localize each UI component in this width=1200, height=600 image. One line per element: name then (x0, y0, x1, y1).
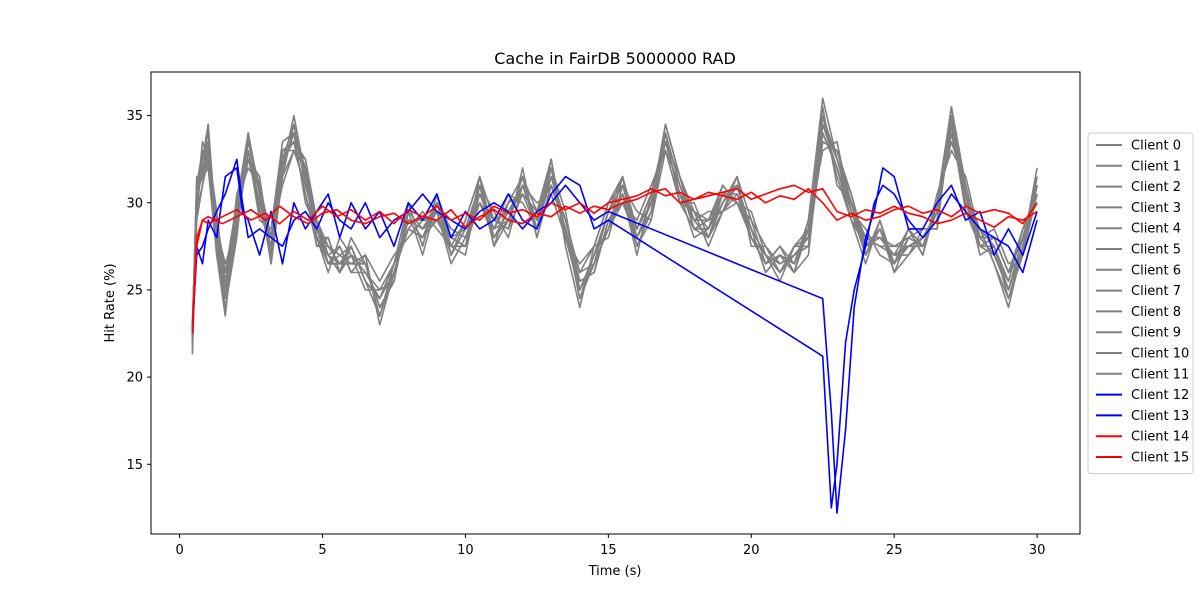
x-tick-label: 25 (886, 543, 903, 558)
series-lines (191, 97, 1038, 514)
plot-frame (150, 71, 1081, 535)
y-axis-label: Hit Rate (%) (103, 263, 118, 342)
legend-label: Client 7 (1131, 284, 1181, 299)
legend: Client 0 Client 1 Client 2 Client 3 Client 4… (1087, 132, 1194, 475)
y-tick-label: 25 (126, 283, 143, 298)
y-tick-label: 20 (126, 371, 143, 386)
legend-label: Client 9 (1131, 326, 1181, 341)
legend-label: Client 3 (1131, 201, 1181, 216)
y-tick-label: 35 (126, 109, 143, 124)
legend-label: Client 5 (1131, 243, 1181, 258)
x-tick-label: 30 (1029, 543, 1046, 558)
legend-box (1087, 132, 1194, 475)
series-line-client-10 (191, 106, 1038, 329)
series-line-client-15 (191, 188, 1038, 329)
legend-label: Client 1 (1131, 159, 1181, 174)
x-tick-label: 15 (600, 543, 617, 558)
legend-label: Client 10 (1131, 347, 1189, 362)
legend-label: Client 8 (1131, 305, 1181, 320)
x-tick-label: 20 (743, 543, 760, 558)
legend-label: Client 12 (1131, 388, 1189, 403)
x-tick-label: 0 (175, 543, 183, 558)
legend-label: Client 14 (1131, 430, 1189, 445)
legend-label: Client 2 (1131, 180, 1181, 195)
legend-label: Client 15 (1131, 451, 1189, 466)
x-tick-label: 10 (457, 543, 474, 558)
series-line-client-11 (191, 132, 1038, 343)
legend-label: Client 13 (1131, 409, 1189, 424)
legend-label: Client 11 (1131, 367, 1189, 382)
series-line-client-4 (191, 140, 1038, 339)
y-axis-ticks: 15 20 25 30 35 (126, 109, 151, 473)
legend-label: Client 0 (1131, 139, 1181, 154)
y-tick-label: 30 (126, 196, 143, 211)
y-tick-label: 15 (126, 458, 143, 473)
legend-label: Client 6 (1131, 263, 1181, 278)
x-axis-ticks: 0 5 10 15 20 25 30 (175, 534, 1045, 558)
x-tick-label: 5 (318, 543, 326, 558)
x-axis-label: Time (s) (588, 564, 642, 579)
series-line-client-13 (191, 158, 1038, 514)
chart-title: Cache in FairDB 5000000 RAD (494, 49, 736, 68)
series-line-client-12 (191, 167, 1038, 509)
legend-label: Client 4 (1131, 222, 1181, 237)
